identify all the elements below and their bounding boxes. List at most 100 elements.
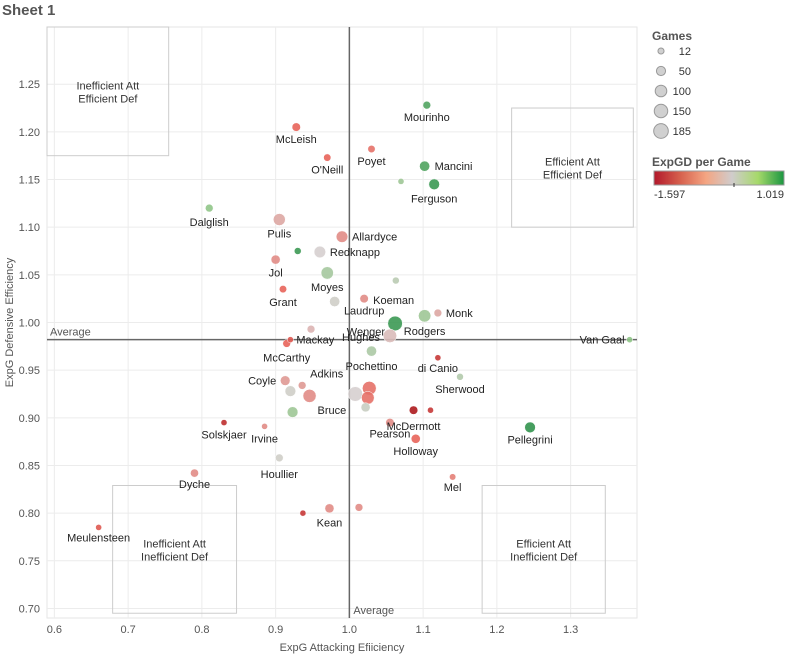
y-tick-label: 0.95 xyxy=(19,365,40,377)
point-label: di Canio xyxy=(418,363,458,375)
data-point xyxy=(205,203,214,213)
data-point xyxy=(367,145,376,153)
data-point xyxy=(422,101,431,110)
point-label: McDermott xyxy=(387,421,441,433)
data-point xyxy=(220,419,228,426)
point-label: McLeish xyxy=(276,134,317,146)
data-point xyxy=(524,421,536,433)
y-tick-label: 0.75 xyxy=(19,556,40,568)
data-point xyxy=(409,405,419,415)
data-point xyxy=(360,402,371,413)
y-tick-label: 1.10 xyxy=(19,222,40,234)
data-points xyxy=(95,101,633,531)
data-point xyxy=(456,373,464,381)
quadrant-label: Inefficient Att xyxy=(76,80,139,92)
data-point xyxy=(323,153,332,162)
point-labels: Mourinho McLeish Poyet O'Neill Mancini Fergus… xyxy=(67,112,625,544)
data-point xyxy=(279,285,287,294)
quadrant-box xyxy=(481,485,606,614)
quadrant-box xyxy=(46,26,170,157)
point-label: Pearson xyxy=(369,429,410,441)
data-point xyxy=(95,524,102,531)
size-legend-swatch xyxy=(653,123,669,139)
point-label: Mackay xyxy=(296,335,334,347)
y-tick-label: 1.00 xyxy=(19,318,40,330)
point-label: Hughes xyxy=(342,332,380,344)
sheet-title: Sheet 1 xyxy=(2,2,56,19)
size-legend-label: 185 xyxy=(673,126,691,138)
color-legend-min: -1.597 xyxy=(654,189,685,201)
data-point xyxy=(261,423,268,430)
data-point xyxy=(286,406,299,418)
data-point xyxy=(294,247,302,255)
point-label: Ferguson xyxy=(411,193,457,205)
data-point xyxy=(418,309,432,323)
quadrant-label: Efficient Att xyxy=(545,157,600,169)
point-label: Dalglish xyxy=(190,217,229,229)
point-label: Dyche xyxy=(179,479,210,491)
point-label: Kean xyxy=(317,517,343,529)
data-point xyxy=(335,230,349,243)
point-label: McCarthy xyxy=(263,352,311,364)
data-point xyxy=(329,296,340,307)
y-tick-label: 0.85 xyxy=(19,460,40,472)
data-point xyxy=(361,391,375,405)
point-label: Coyle xyxy=(248,376,276,388)
size-legend-swatch xyxy=(654,84,668,98)
data-point xyxy=(306,325,316,334)
size-legend-swatch xyxy=(653,103,669,119)
point-label: Pulis xyxy=(267,229,291,241)
quadrant-label: Inefficient Def xyxy=(510,551,578,563)
point-label: Sherwood xyxy=(435,384,485,396)
data-point xyxy=(275,453,284,463)
y-tick-label: 0.90 xyxy=(19,413,40,425)
quadrant-box xyxy=(511,107,634,228)
data-point xyxy=(280,375,291,386)
point-label: Meulensteen xyxy=(67,532,130,544)
point-label: Mourinho xyxy=(404,112,450,124)
x-tick-label: 1.0 xyxy=(342,624,357,636)
point-label: Moyes xyxy=(311,282,344,294)
data-point xyxy=(313,245,326,259)
point-label: Koeman xyxy=(373,295,414,307)
data-point xyxy=(449,473,457,481)
color-legend-max: 1.019 xyxy=(756,189,784,201)
point-label: Bruce xyxy=(318,405,347,417)
y-axis-title: ExpG Defensive Efficiency xyxy=(4,257,16,387)
data-point xyxy=(287,336,294,343)
point-label: Irvine xyxy=(251,433,278,445)
size-legend-title: Games xyxy=(652,29,692,43)
size-legend-label: 12 xyxy=(679,46,691,58)
point-label: O'Neill xyxy=(311,165,343,177)
x-tick-label: 0.6 xyxy=(47,624,62,636)
size-legend-label: 150 xyxy=(673,106,691,118)
data-point xyxy=(410,433,421,444)
data-point xyxy=(427,406,434,414)
data-point xyxy=(387,315,403,332)
point-label: Pellegrini xyxy=(507,434,552,446)
legend: Games 12 50 100 150 185 ExpGD per Game -1.597 1.… xyxy=(652,29,785,201)
data-point xyxy=(190,468,199,478)
y-tick-label: 0.70 xyxy=(19,603,40,615)
reference-lines: Average Average xyxy=(47,27,637,618)
y-tick-label: 1.25 xyxy=(19,79,40,91)
quadrant-label: Inefficient Att xyxy=(143,538,206,550)
y-tick-label: 1.15 xyxy=(19,175,40,187)
point-label: Mancini xyxy=(435,161,473,173)
quadrant-label: Inefficient Def xyxy=(141,551,209,563)
x-tick-label: 1.1 xyxy=(415,624,430,636)
point-label: Allardyce xyxy=(352,232,397,244)
data-point xyxy=(434,354,442,362)
data-point xyxy=(284,385,296,397)
data-point xyxy=(359,294,369,304)
size-legend-label: 100 xyxy=(673,86,691,98)
size-legend-label: 50 xyxy=(679,66,691,78)
data-point xyxy=(347,386,363,402)
data-point xyxy=(273,213,286,226)
point-label: Solskjaer xyxy=(201,430,247,442)
point-label: Grant xyxy=(269,297,297,309)
data-point xyxy=(397,178,405,185)
y-average-label: Average xyxy=(50,327,91,339)
point-label: Jol xyxy=(269,268,283,280)
